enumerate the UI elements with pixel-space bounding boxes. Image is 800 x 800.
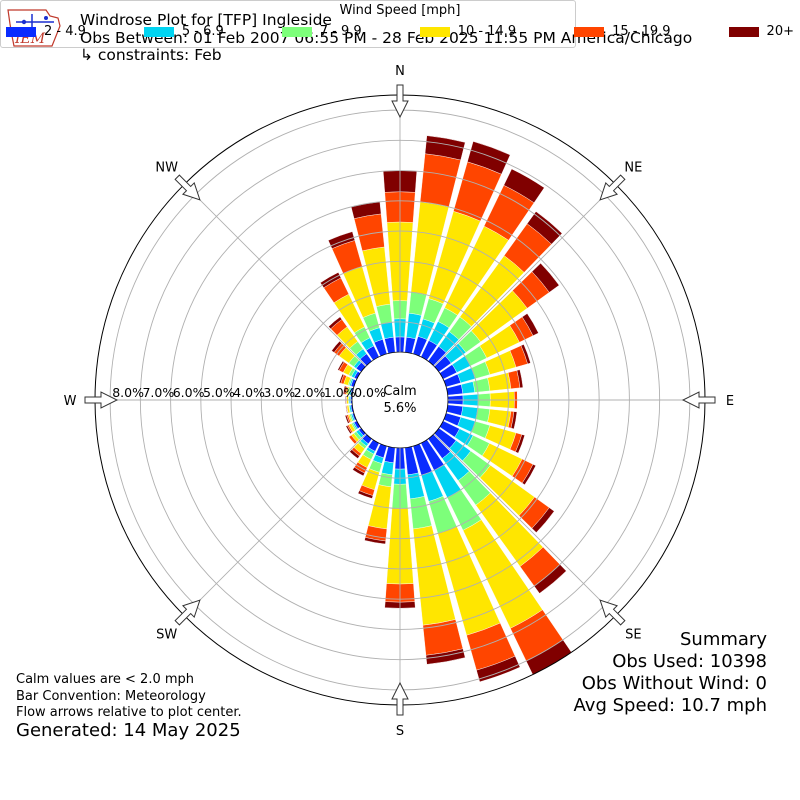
radial-tick-label: 7.0%	[142, 385, 174, 400]
windrose-wedge	[467, 141, 511, 175]
radial-tick-label: 5.0%	[203, 385, 235, 400]
windrose-wedge	[345, 405, 348, 414]
legend-item: 2 - 4.9	[6, 24, 86, 39]
compass-label: N	[395, 64, 405, 79]
windrose-wedge	[526, 211, 563, 245]
compass-label: NW	[155, 161, 178, 176]
compass-label: SE	[625, 627, 641, 642]
summary-title: Summary	[680, 629, 767, 650]
flow-arrows	[84, 84, 716, 716]
legend-swatch	[419, 26, 450, 37]
windrose-wedge	[520, 344, 531, 365]
legend-swatch	[6, 26, 36, 37]
summary-obs-used: Obs Used: 10398	[612, 651, 767, 672]
windrose-wedge	[515, 434, 525, 454]
radial-tick-label: 1.0%	[324, 385, 356, 400]
windrose-wedge	[337, 360, 345, 371]
calm-label: Calm	[383, 384, 416, 399]
windrose-wedge	[348, 436, 355, 445]
radial-tick-label: 2.0%	[294, 385, 326, 400]
windrose-wedge	[343, 385, 347, 395]
windrose-wedge	[345, 425, 352, 435]
calm-note: Calm values are < 2.0 mph	[16, 672, 195, 687]
flow-arrow	[391, 84, 409, 119]
grid-spoke	[184, 184, 367, 367]
legend-swatch	[143, 26, 174, 37]
compass-label: NE	[624, 161, 642, 176]
windrose-wedge	[476, 655, 521, 683]
compass-label: SW	[156, 627, 177, 642]
constraints-label: ↳ constraints: Feb	[80, 46, 222, 64]
windrose-wedge	[503, 168, 545, 204]
windrose-chart: N NE E SE S SW W NW 0.0%1.0%2.0%3.0%4.0%5.0%6.0%…	[64, 64, 735, 739]
windrose-wedge	[339, 373, 345, 384]
calm-circle	[351, 351, 449, 449]
legend-swatch	[728, 26, 759, 37]
windrose-wedge	[510, 411, 518, 430]
compass-label: E	[726, 394, 734, 409]
legend-item: 10 - 14.9	[419, 24, 517, 39]
windrose-wedge	[516, 369, 524, 389]
windrose-wedge	[424, 135, 466, 161]
windrose-wedge	[521, 313, 539, 336]
grid-spoke	[184, 433, 367, 616]
legend-swatch	[574, 26, 605, 37]
legend-item: 15 - 19.9	[574, 24, 671, 39]
legend-swatch	[281, 26, 312, 37]
legend-label: 5 - 6.9	[181, 24, 224, 39]
flow-arrow	[174, 599, 201, 626]
flow-arrow	[174, 174, 201, 201]
windrose-wedge	[344, 414, 350, 424]
windrose-wedge	[357, 490, 374, 499]
legend-item: 5 - 6.9	[143, 24, 224, 39]
legend-label: 20+	[766, 24, 794, 39]
legend-title: Wind Speed [mph]	[339, 3, 461, 18]
chart-labels: N NE E SE S SW W NW 0.0%1.0%2.0%3.0%4.0%5.0%6.0%…	[64, 64, 735, 739]
polar-grid	[94, 94, 706, 706]
summary-avg-speed: Avg Speed: 10.7 mph	[573, 695, 767, 716]
legend-label: 2 - 4.9	[44, 24, 86, 39]
legend-label: 7 - 9.9	[319, 24, 362, 39]
windrose-wedge	[328, 316, 343, 330]
compass-label: W	[64, 394, 77, 409]
flow-note: Flow arrows relative to plot center.	[16, 705, 242, 720]
legend: Wind Speed [mph] 2 - 4.9 5 - 6.9 7 - 9.9…	[0, 0, 794, 48]
radial-tick-label: 4.0%	[233, 385, 265, 400]
windrose-wedge	[331, 340, 343, 353]
windrose-wedge	[425, 648, 466, 665]
windrose-wedge	[352, 466, 365, 477]
radial-tick-label: 8.0%	[112, 385, 144, 400]
legend-item: 20+	[728, 24, 794, 39]
legend-label: 15 - 19.9	[612, 24, 671, 39]
grid-spoke	[433, 433, 616, 616]
compass-label: S	[396, 724, 404, 739]
bar-convention-note: Bar Convention: Meteorology	[16, 689, 206, 704]
windrose-wedge	[531, 262, 560, 293]
calm-value: 5.6%	[383, 401, 416, 416]
chart-title: Windrose Plot for [TFP] Ingleside	[80, 11, 332, 29]
summary-obs-without-wind: Obs Without Wind: 0	[581, 673, 767, 694]
generated-date: Generated: 14 May 2025	[16, 720, 241, 741]
windrose-wedge	[349, 449, 360, 459]
windrose-wedge	[531, 507, 555, 533]
flow-arrow	[599, 599, 626, 626]
windrose-wedge	[521, 464, 537, 486]
windrose-wedge	[364, 537, 386, 545]
radial-tick-label: 6.0%	[173, 385, 205, 400]
legend-label: 10 - 14.9	[457, 24, 517, 39]
grid-spoke	[433, 184, 616, 367]
flow-arrow	[599, 174, 626, 201]
chart-subtitle: Obs Between: 01 Feb 2007 06:55 PM - 28 F…	[80, 29, 693, 47]
legend-item: 7 - 9.9	[281, 24, 362, 39]
radial-tick-label: 0.0%	[354, 385, 386, 400]
radial-tick-label: 3.0%	[263, 385, 295, 400]
windrose-wedge	[422, 619, 464, 656]
flow-arrow	[84, 391, 119, 409]
flow-arrow	[391, 681, 409, 716]
flow-arrow	[681, 391, 716, 409]
